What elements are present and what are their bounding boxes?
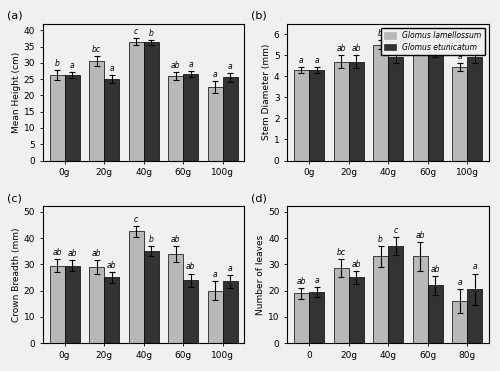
Bar <box>348 278 364 343</box>
Text: a: a <box>299 56 304 65</box>
Text: a: a <box>314 56 319 65</box>
Bar <box>309 70 324 161</box>
Text: b: b <box>378 29 383 38</box>
Text: c: c <box>394 226 398 234</box>
Bar <box>50 75 64 161</box>
Bar <box>104 79 119 161</box>
Bar <box>373 45 388 161</box>
Text: b: b <box>378 235 383 244</box>
Text: ab: ab <box>186 262 196 272</box>
Bar <box>89 267 104 343</box>
Bar <box>294 293 309 343</box>
Text: ab: ab <box>470 41 480 50</box>
Bar <box>64 266 80 343</box>
Text: (b): (b) <box>251 11 266 21</box>
Bar <box>467 289 482 343</box>
Y-axis label: Number of leaves: Number of leaves <box>256 235 266 315</box>
Text: ab: ab <box>391 41 400 50</box>
Text: ab: ab <box>352 44 361 53</box>
Bar <box>168 76 183 161</box>
Text: ab: ab <box>92 249 102 258</box>
Text: a: a <box>213 70 218 79</box>
Bar <box>64 75 80 161</box>
Text: b: b <box>54 59 60 68</box>
Bar <box>373 256 388 343</box>
Text: ab: ab <box>416 231 425 240</box>
Bar <box>388 58 403 161</box>
Text: a: a <box>188 60 193 69</box>
Text: ab: ab <box>107 261 117 270</box>
Text: ab: ab <box>352 260 361 269</box>
Bar <box>144 251 158 343</box>
Bar <box>348 62 364 161</box>
Text: ab: ab <box>171 235 180 244</box>
Bar <box>388 246 403 343</box>
Bar <box>412 256 428 343</box>
Legend: Glomus lamellossum, Glomus etunicatum: Glomus lamellossum, Glomus etunicatum <box>380 27 485 55</box>
Bar <box>208 87 222 161</box>
Bar <box>334 268 348 343</box>
Bar <box>208 290 222 343</box>
Bar <box>294 70 309 161</box>
Text: ab: ab <box>52 248 62 257</box>
Bar <box>104 278 119 343</box>
Text: c: c <box>134 27 138 36</box>
Text: a: a <box>472 262 477 272</box>
Text: c: c <box>134 215 138 224</box>
Bar <box>89 61 104 161</box>
Y-axis label: Mean Height (cm): Mean Height (cm) <box>12 52 21 133</box>
Bar <box>183 74 198 161</box>
Text: a: a <box>314 276 319 285</box>
Bar <box>467 58 482 161</box>
Text: a: a <box>110 64 114 73</box>
Text: ab: ab <box>68 249 77 258</box>
Bar <box>144 42 158 161</box>
Text: ab: ab <box>296 277 306 286</box>
Bar <box>222 78 238 161</box>
Bar <box>452 67 467 161</box>
Bar <box>412 46 428 161</box>
Text: (d): (d) <box>251 194 267 204</box>
Text: ab: ab <box>171 61 180 70</box>
Text: b: b <box>148 29 154 37</box>
Text: a: a <box>458 52 462 60</box>
Text: (c): (c) <box>6 194 22 204</box>
Bar <box>428 285 442 343</box>
Text: ab: ab <box>430 265 440 274</box>
Y-axis label: Stem Diameter (mm): Stem Diameter (mm) <box>262 44 271 140</box>
Bar <box>128 42 144 161</box>
Text: ab: ab <box>336 44 346 53</box>
Text: a: a <box>70 61 74 70</box>
Bar <box>50 266 64 343</box>
Text: a: a <box>228 264 232 273</box>
Text: b: b <box>432 38 438 47</box>
Bar <box>222 282 238 343</box>
Text: (a): (a) <box>6 11 22 21</box>
Text: bc: bc <box>336 248 345 257</box>
Text: a: a <box>228 62 232 70</box>
Bar <box>309 292 324 343</box>
Bar <box>168 254 183 343</box>
Bar <box>428 53 442 161</box>
Text: a: a <box>458 278 462 287</box>
Bar <box>334 62 348 161</box>
Bar <box>452 301 467 343</box>
Bar <box>183 280 198 343</box>
Text: a: a <box>213 270 218 279</box>
Text: bc: bc <box>92 45 101 54</box>
Text: b: b <box>418 31 422 40</box>
Y-axis label: Crown Breadth (mm): Crown Breadth (mm) <box>12 227 21 322</box>
Text: b: b <box>148 235 154 244</box>
Bar <box>128 232 144 343</box>
